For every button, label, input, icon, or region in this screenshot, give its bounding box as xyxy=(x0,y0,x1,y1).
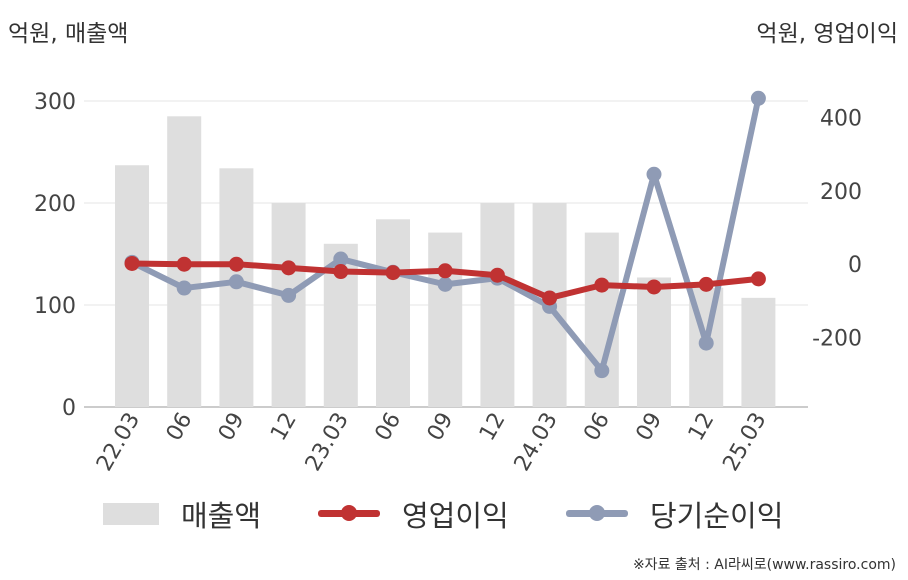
bar-sales xyxy=(741,297,776,407)
bar-sales xyxy=(637,277,671,407)
point-operating-profit xyxy=(542,290,558,306)
point-net-income xyxy=(750,90,766,106)
right-axis-unit-label: 억원, 영업이익 xyxy=(756,21,898,47)
point-operating-profit xyxy=(437,263,453,279)
legend-item-net-income: 당기순이익 xyxy=(566,492,783,536)
x-axis-tick-label: 12 xyxy=(475,409,511,446)
x-axis-tick-label: 12 xyxy=(684,409,720,446)
point-operating-profit xyxy=(281,260,297,276)
legend-item-sales: 매출액 xyxy=(103,492,261,536)
point-net-income xyxy=(176,280,192,296)
left-axis-tick-label: 300 xyxy=(34,90,76,115)
legend-item-operating-profit: 영업이익 xyxy=(318,492,509,536)
point-operating-profit xyxy=(489,267,505,283)
x-axis-tick-label: 22.03 xyxy=(92,409,145,476)
left-axis-tick-label: 0 xyxy=(62,396,76,421)
bar-sales xyxy=(376,219,410,407)
point-net-income xyxy=(646,166,662,182)
x-axis-tick-label: 06 xyxy=(162,409,198,446)
right-axis-tick-label: -200 xyxy=(812,327,862,352)
x-axis-tick-label: 06 xyxy=(371,409,407,446)
bar-sales xyxy=(115,165,149,407)
point-net-income xyxy=(698,335,714,351)
point-operating-profit xyxy=(646,279,662,295)
point-operating-profit xyxy=(176,256,192,272)
point-operating-profit xyxy=(228,256,244,272)
point-operating-profit xyxy=(333,264,349,280)
point-net-income xyxy=(228,274,244,290)
data-source-note: ※자료 출처 : AI라씨로(www.rassiro.com) xyxy=(632,557,896,573)
left-axis-tick-label: 100 xyxy=(34,294,76,319)
legend-swatch-net-income xyxy=(566,492,628,536)
point-operating-profit xyxy=(698,276,714,292)
x-axis-tick-label: 09 xyxy=(632,409,668,446)
bar-sales xyxy=(480,203,515,407)
x-axis-tick-label: 09 xyxy=(214,409,250,446)
legend-label-operating-profit: 영업이익 xyxy=(402,499,509,533)
x-axis-tick-label: 12 xyxy=(266,409,302,446)
bar-sales xyxy=(428,232,463,407)
x-axis-tick-label: 23.03 xyxy=(301,409,354,476)
left-axis-unit-label: 억원, 매출액 xyxy=(8,21,129,47)
legend-label-net-income: 당기순이익 xyxy=(650,499,784,533)
point-net-income xyxy=(333,251,349,267)
legend-swatch-sales xyxy=(103,503,159,525)
point-operating-profit xyxy=(124,255,140,271)
bar-sales xyxy=(271,203,306,407)
x-axis-tick-label: 24.03 xyxy=(510,409,563,476)
point-net-income xyxy=(437,276,453,292)
point-net-income xyxy=(281,287,297,303)
left-axis-tick-label: 200 xyxy=(34,192,76,217)
point-operating-profit xyxy=(385,265,401,281)
x-axis-tick-label: 06 xyxy=(579,409,615,446)
right-axis-tick-label: 400 xyxy=(820,106,862,131)
right-axis-tick-label: 200 xyxy=(820,180,862,205)
chart-legend: 매출액 영업이익 당기순이익 xyxy=(0,492,908,536)
legend-label-sales: 매출액 xyxy=(181,499,262,533)
x-axis-tick-label: 09 xyxy=(423,409,459,446)
x-axis-tick-label: 25.03 xyxy=(718,409,771,476)
point-operating-profit xyxy=(594,277,610,293)
right-axis-tick-label: 0 xyxy=(848,253,862,278)
legend-swatch-operating-profit xyxy=(318,492,380,536)
point-operating-profit xyxy=(750,271,766,287)
point-net-income xyxy=(594,363,610,379)
